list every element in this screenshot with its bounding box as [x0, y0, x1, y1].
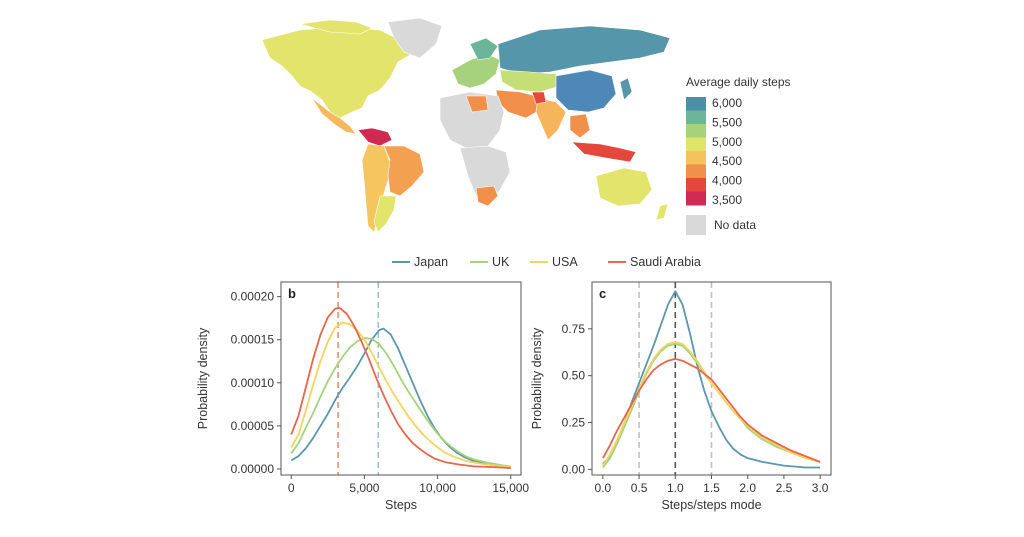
x-tick-label: 0.0	[595, 481, 612, 495]
x-tick-label: 2.0	[739, 481, 756, 495]
colorbar-segment	[686, 124, 706, 138]
region-north-africa	[439, 91, 505, 151]
region-australia	[595, 167, 653, 207]
legend-item: UK	[470, 255, 510, 269]
region-brazil	[383, 145, 425, 197]
region-japan	[619, 77, 633, 101]
panel-b-steps-density: 0 5,000 10,000 15,000 0.00000 0.00005 0.00010 0…	[196, 281, 529, 512]
y-tick-label: 0.00015	[231, 333, 275, 347]
region-southeast-asia	[569, 113, 591, 139]
legend-label: Saudi Arabia	[630, 255, 701, 269]
y-tick-label: 0.00020	[231, 290, 275, 304]
legend-label: USA	[552, 255, 578, 269]
region-russia	[497, 25, 671, 75]
colorbar-segment	[686, 151, 706, 165]
x-tick-label: 0.5	[631, 481, 648, 495]
legend-item: USA	[530, 255, 578, 269]
y-tick-label: 0.00010	[231, 376, 275, 390]
region-north-america	[261, 26, 411, 119]
series-line-saudi-arabia	[602, 357, 821, 463]
y-axis-label: Probability density	[196, 327, 210, 429]
region-south-africa	[475, 185, 499, 207]
colorbar-segment	[686, 137, 706, 152]
colorbar-tick-label: 5,000	[712, 135, 742, 149]
colorbar	[686, 97, 706, 206]
region-india	[535, 97, 567, 141]
region-scandinavia	[469, 37, 499, 61]
region-europe	[451, 53, 501, 89]
region-indonesia	[571, 141, 637, 163]
series-line-japan	[290, 327, 511, 469]
y-tick-label: 0.00005	[231, 419, 275, 433]
panel-c-normalized-density: 0.0 0.5 1.0 1.5 2.0 2.5 3.0 0.00 0.25 0.50 0.75 Ste…	[530, 281, 832, 512]
no-data-label: No data	[714, 218, 756, 232]
colorbar-tick-label: 6,000	[712, 96, 742, 110]
panel-label: b	[288, 286, 296, 301]
colorbar-tick-label: 4,000	[712, 174, 742, 188]
colorbar-segment	[686, 97, 706, 111]
region-central-asia	[499, 69, 561, 93]
region-central-africa	[459, 145, 511, 205]
y-tick-label: 0.50	[562, 369, 586, 383]
x-tick-label: 10,000	[419, 481, 456, 495]
colorbar-segment	[686, 191, 706, 206]
panel-label: c	[599, 286, 606, 301]
no-data-swatch	[686, 215, 706, 235]
series-legend: Japan UK USA Saudi Arabia	[392, 255, 701, 269]
x-tick-label: 1.5	[703, 481, 720, 495]
world-step-map	[261, 17, 671, 233]
region-canada-north	[299, 19, 373, 35]
y-tick-label: 0.00	[562, 462, 586, 476]
x-tick-label: 15,000	[492, 481, 529, 495]
y-tick-label: 0.00000	[231, 462, 275, 476]
region-china	[555, 69, 617, 113]
colorbar-tick-label: 4,500	[712, 154, 742, 168]
y-tick-label: 0.25	[562, 416, 586, 430]
series-line-uk	[602, 342, 821, 469]
legend-item: Saudi Arabia	[608, 255, 701, 269]
x-tick-label: 0	[288, 481, 295, 495]
series-line-usa	[290, 321, 511, 469]
colorbar-segment	[686, 178, 706, 192]
series-line-uk	[290, 337, 511, 468]
y-axis-label: Probability density	[530, 327, 544, 429]
region-libya	[465, 95, 489, 113]
legend-label: Japan	[414, 255, 448, 269]
region-new-zealand	[655, 203, 669, 221]
x-tick-label: 3.0	[812, 481, 829, 495]
region-south-asia-red	[531, 91, 547, 105]
map-legend-title: Average daily steps	[686, 75, 791, 89]
colorbar-segment	[686, 164, 706, 179]
plot-frame	[280, 281, 522, 476]
y-tick-label: 0.75	[562, 322, 586, 336]
x-tick-label: 1.0	[667, 481, 684, 495]
region-southern-cone	[373, 195, 397, 233]
map-color-legend: Average daily steps 6,000 5,500 5,000 4,500…	[686, 75, 791, 235]
x-axis-label: Steps	[385, 498, 417, 512]
series-line-saudi-arabia	[290, 306, 511, 470]
legend-label: UK	[492, 255, 510, 269]
series-line-japan	[602, 290, 821, 469]
legend-item: Japan	[392, 255, 448, 269]
region-greenland	[387, 17, 443, 59]
x-axis-label: Steps/steps mode	[661, 498, 761, 512]
x-tick-label: 2.5	[776, 481, 793, 495]
colorbar-tick-label: 3,500	[712, 193, 742, 207]
x-tick-label: 5,000	[349, 481, 379, 495]
region-caribbean	[357, 127, 393, 147]
colorbar-tick-label: 5,500	[712, 115, 742, 129]
colorbar-segment	[686, 110, 706, 125]
region-mexico	[311, 97, 357, 135]
colorbar-ticks: 6,000 5,500 5,000 4,500 4,000 3,500	[712, 96, 742, 207]
